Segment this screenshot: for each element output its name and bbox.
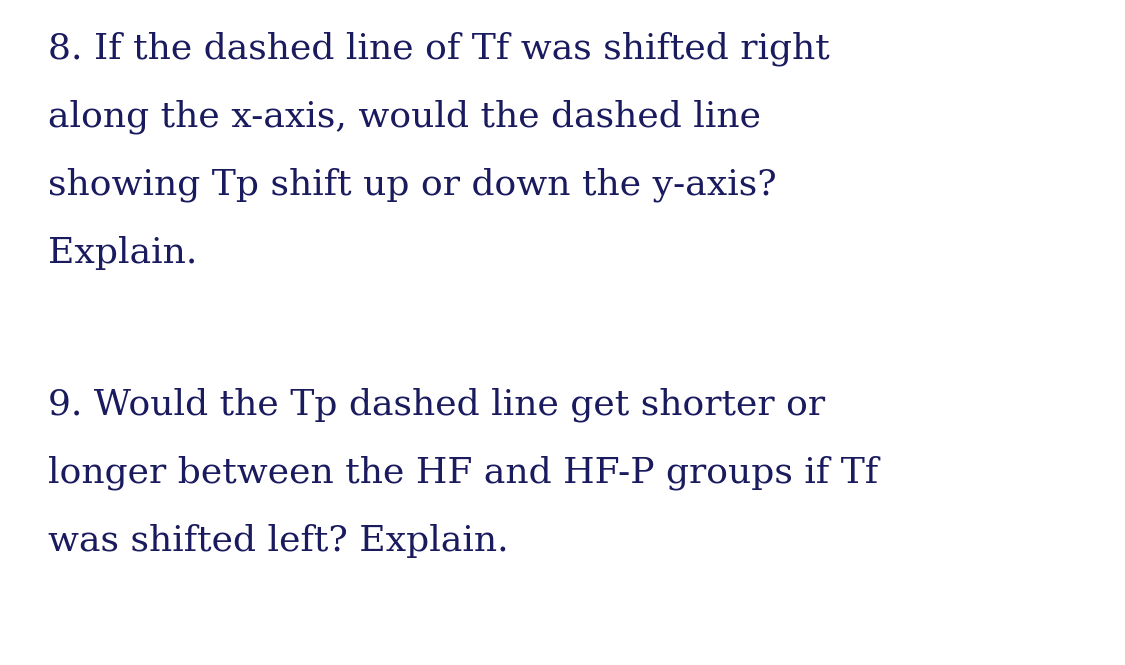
Text: 8. If the dashed line of Tf was shifted right: 8. If the dashed line of Tf was shifted … xyxy=(48,32,830,66)
Text: 9. Would the Tp dashed line get shorter or: 9. Would the Tp dashed line get shorter … xyxy=(48,388,825,422)
Text: showing Tp shift up or down the y-axis?: showing Tp shift up or down the y-axis? xyxy=(48,168,776,203)
Text: longer between the HF and HF-P groups if Tf: longer between the HF and HF-P groups if… xyxy=(48,456,879,491)
Text: was shifted left? Explain.: was shifted left? Explain. xyxy=(48,524,509,558)
Text: along the x-axis, would the dashed line: along the x-axis, would the dashed line xyxy=(48,100,760,134)
Text: Explain.: Explain. xyxy=(48,236,197,270)
